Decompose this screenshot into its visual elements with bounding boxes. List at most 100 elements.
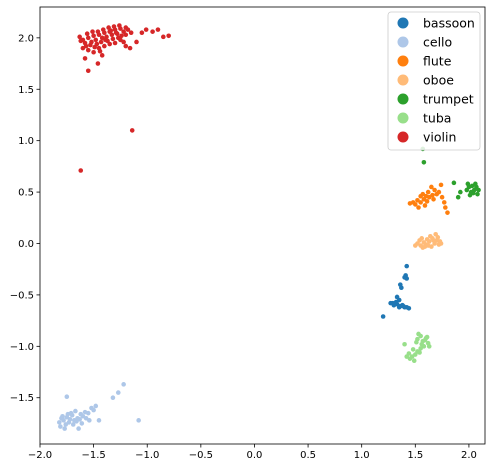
cello-point xyxy=(61,418,66,423)
x-tick-label: 1.0 xyxy=(354,450,370,461)
bassoon-point xyxy=(406,305,412,311)
cello-point xyxy=(136,418,141,423)
violin-point xyxy=(91,33,96,39)
trumpet-point xyxy=(458,189,463,195)
violin-point xyxy=(150,29,155,34)
violin-point xyxy=(99,53,105,58)
flute-point xyxy=(431,196,436,202)
tuba-point xyxy=(424,334,430,340)
trumpet-point xyxy=(455,194,461,200)
flute-point xyxy=(438,182,444,188)
cello-point xyxy=(91,407,96,413)
violin-point xyxy=(78,38,84,44)
oboe-point xyxy=(428,233,433,239)
violin-point xyxy=(108,28,114,33)
bassoon-point xyxy=(380,314,386,319)
x-tick-label: −0.5 xyxy=(189,450,213,461)
flute-point xyxy=(432,187,437,193)
tuba-point xyxy=(426,344,432,349)
violin-point xyxy=(129,128,135,133)
x-tick-label: −1.5 xyxy=(81,450,105,461)
legend-marker-trumpet xyxy=(397,93,409,105)
flute-point xyxy=(429,184,434,190)
trumpet-point xyxy=(476,187,481,193)
flute-point xyxy=(439,194,445,200)
violin-point xyxy=(123,32,129,38)
legend-label-tuba: tuba xyxy=(423,111,451,126)
y-tick-label: 2.0 xyxy=(18,33,34,44)
cello-point xyxy=(110,395,116,401)
violin-point xyxy=(92,44,97,50)
violin-point xyxy=(98,39,104,45)
flute-point xyxy=(445,210,450,215)
y-tick-label: −0.5 xyxy=(10,290,34,301)
oboe-point xyxy=(419,236,425,241)
oboe-point xyxy=(431,238,436,243)
legend-marker-tuba xyxy=(397,112,409,124)
flute-point xyxy=(407,201,413,206)
violin-point xyxy=(102,43,107,49)
bassoon-point xyxy=(402,275,407,280)
trumpet-point xyxy=(464,187,470,193)
violin-point xyxy=(85,47,91,53)
y-tick-label: −1.0 xyxy=(10,342,34,353)
violin-point xyxy=(112,40,118,46)
violin-point xyxy=(77,34,82,40)
legend-box xyxy=(387,11,481,151)
legend-label-cello: cello xyxy=(423,35,452,50)
violin-point xyxy=(139,30,145,36)
data-points xyxy=(57,23,481,431)
x-tick-label: 1.5 xyxy=(407,450,423,461)
bassoon-point xyxy=(388,300,393,306)
tuba-point xyxy=(410,347,416,352)
violin-point xyxy=(103,37,108,43)
cello-point xyxy=(58,424,63,429)
y-tick-label: 0.0 xyxy=(18,239,34,250)
violin-point xyxy=(85,35,91,41)
cello-point xyxy=(76,426,81,431)
violin-point xyxy=(78,168,84,173)
violin-point xyxy=(117,23,122,28)
trumpet-point xyxy=(421,159,427,165)
tuba-point xyxy=(417,350,422,355)
legend-marker-flute xyxy=(397,55,409,67)
violin-point xyxy=(110,36,116,42)
violin-point xyxy=(128,30,134,36)
oboe-point xyxy=(435,235,441,240)
violin-point xyxy=(84,31,90,37)
trumpet-point xyxy=(475,191,480,197)
cello-point xyxy=(87,418,92,423)
y-tick-label: 0.5 xyxy=(18,188,34,199)
flute-point xyxy=(425,189,431,195)
cello-point xyxy=(79,421,85,426)
bassoon-point xyxy=(404,263,410,269)
bassoon-point xyxy=(399,285,404,291)
series-cello xyxy=(57,382,141,431)
x-tick-label: −1.0 xyxy=(135,450,159,461)
flute-point xyxy=(436,189,442,195)
cello-point xyxy=(65,411,71,417)
legend-label-trumpet: trumpet xyxy=(423,92,474,107)
flute-point xyxy=(430,192,435,198)
tuba-point xyxy=(402,341,407,347)
violin-point xyxy=(90,29,95,34)
legend-marker-violin xyxy=(397,131,409,143)
y-tick-label: 1.5 xyxy=(18,85,34,96)
tuba-point xyxy=(418,346,423,351)
violin-point xyxy=(95,29,101,34)
flute-point xyxy=(415,198,420,203)
legend-marker-cello xyxy=(397,36,409,48)
violin-point xyxy=(125,27,131,32)
tuba-point xyxy=(411,358,417,364)
trumpet-point xyxy=(465,181,471,187)
cello-point xyxy=(73,408,78,414)
cello-point xyxy=(96,418,102,423)
violin-point xyxy=(82,56,88,61)
bassoon-point xyxy=(396,304,402,310)
violin-point xyxy=(88,42,93,48)
y-tick-label: 1.0 xyxy=(18,136,34,147)
tuba-point xyxy=(416,331,421,337)
trumpet-point xyxy=(470,190,476,196)
cello-point xyxy=(121,382,126,387)
